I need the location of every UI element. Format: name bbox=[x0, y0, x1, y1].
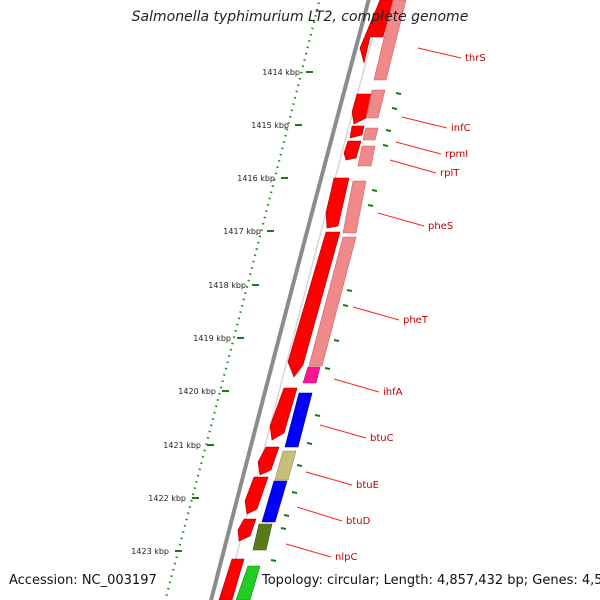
gene-next-red[interactable] bbox=[218, 558, 245, 600]
gene-nlpC[interactable] bbox=[252, 523, 273, 551]
strand-mark bbox=[395, 92, 402, 95]
strand-mark bbox=[342, 304, 349, 307]
gene-pheT[interactable] bbox=[287, 231, 341, 378]
gene-label-rplT[interactable]: rplT bbox=[440, 168, 460, 179]
strand-mark bbox=[391, 107, 398, 110]
gene-label-nlpC[interactable]: nlpC bbox=[335, 552, 357, 563]
gene-btuE[interactable] bbox=[274, 450, 297, 481]
topology-text: Topology: circular; Length: 4,857,432 bp… bbox=[262, 573, 600, 588]
scale-ticks: 1414 kbp 1415 kbp 1416 kbp 1417 kbp 1418 kbp… bbox=[131, 68, 313, 556]
gene-nlpC-partner[interactable] bbox=[237, 518, 257, 542]
gene-leader-line bbox=[352, 306, 400, 321]
gene-track-strand-1 bbox=[218, 0, 394, 600]
gene-leader-line bbox=[319, 424, 367, 439]
gene-leader-line bbox=[305, 471, 353, 486]
gene-next-green[interactable] bbox=[235, 565, 261, 600]
gene-leader-line bbox=[395, 141, 442, 155]
gene-label-infC[interactable]: infC bbox=[451, 123, 471, 134]
gene-thrS[interactable] bbox=[373, 0, 407, 81]
strand-mark bbox=[280, 527, 287, 530]
gene-track-strand-2 bbox=[235, 0, 407, 600]
gene-infC-light[interactable] bbox=[365, 89, 386, 119]
gene-label-btuD[interactable]: btuD bbox=[346, 516, 371, 527]
strand-marks bbox=[270, 92, 402, 562]
gene-label-btuC[interactable]: btuC bbox=[370, 433, 394, 444]
gene-leader-line bbox=[417, 47, 462, 59]
gene-leader-line bbox=[389, 159, 437, 174]
gene-btuD-partner[interactable] bbox=[244, 476, 269, 515]
scale-tick-label: 1423 kbp bbox=[131, 547, 169, 556]
scale-tick-label: 1414 kbp bbox=[262, 68, 300, 77]
scale-tick-label: 1422 kbp bbox=[148, 494, 186, 503]
gene-label-pheS[interactable]: pheS bbox=[428, 221, 453, 232]
gene-leader-line bbox=[377, 212, 425, 227]
gene-rpmI-light[interactable] bbox=[362, 127, 379, 141]
map-title: Salmonella typhimurium LT2, complete gen… bbox=[131, 9, 469, 25]
strand-mark bbox=[314, 414, 321, 417]
backbone-inner bbox=[224, 0, 384, 600]
strand-mark bbox=[371, 189, 378, 192]
gene-label-pheT[interactable]: pheT bbox=[403, 315, 429, 326]
gene-thrS-segment[interactable] bbox=[359, 0, 394, 64]
strand-mark bbox=[367, 204, 374, 207]
scale-tick-label: 1417 kbp bbox=[223, 227, 261, 236]
strand-mark bbox=[296, 464, 303, 467]
strand-mark bbox=[346, 289, 353, 292]
strand-mark bbox=[291, 491, 298, 494]
strand-mark bbox=[382, 144, 389, 147]
backbone-outer bbox=[209, 0, 371, 600]
gene-label-ihfA[interactable]: ihfA bbox=[383, 387, 403, 398]
strand-mark bbox=[385, 129, 392, 132]
scale-tick-label: 1419 kbp bbox=[193, 334, 231, 343]
gene-leader-line bbox=[296, 506, 343, 522]
gene-pheS[interactable] bbox=[325, 177, 350, 229]
gene-label-rpmI[interactable]: rpmI bbox=[445, 149, 468, 160]
scale-tick-label: 1421 kbp bbox=[163, 441, 201, 450]
scale-tick-label: 1418 kbp bbox=[208, 281, 246, 290]
gene-labels: thrS infC rpmI rplT pheS pheT ihfA btuC btuE btuD… bbox=[285, 47, 486, 563]
gene-leader-line bbox=[333, 378, 380, 393]
strand-mark bbox=[270, 559, 277, 562]
gene-rplT[interactable] bbox=[343, 140, 362, 161]
strand-mark bbox=[324, 367, 331, 370]
gene-rplT-light[interactable] bbox=[357, 145, 376, 167]
scale-tick-label: 1415 kbp bbox=[251, 121, 289, 130]
strand-mark bbox=[333, 339, 340, 342]
gene-pheS-light[interactable] bbox=[342, 180, 367, 234]
gene-leader-line bbox=[401, 116, 448, 129]
strand-mark bbox=[283, 514, 290, 517]
gene-btuC[interactable] bbox=[284, 392, 313, 448]
gene-label-btuE[interactable]: btuE bbox=[356, 480, 379, 491]
gene-leader-line bbox=[285, 543, 332, 558]
strand-mark bbox=[306, 442, 313, 445]
gene-pheT-light[interactable] bbox=[308, 236, 357, 367]
gene-ihfA[interactable] bbox=[302, 366, 321, 384]
scale-tick-label: 1420 kbp bbox=[178, 387, 216, 396]
gene-btuC-partner[interactable] bbox=[269, 387, 298, 441]
gene-label-thrS[interactable]: thrS bbox=[465, 53, 486, 64]
scale-ring bbox=[164, 0, 321, 600]
accession-text: Accession: NC_003197 bbox=[9, 573, 157, 588]
gene-btuE-partner[interactable] bbox=[257, 446, 280, 476]
gene-infC[interactable] bbox=[351, 93, 373, 125]
gene-btuD[interactable] bbox=[261, 480, 288, 523]
scale-tick-label: 1416 kbp bbox=[237, 174, 275, 183]
gene-rpmI[interactable] bbox=[349, 125, 365, 139]
